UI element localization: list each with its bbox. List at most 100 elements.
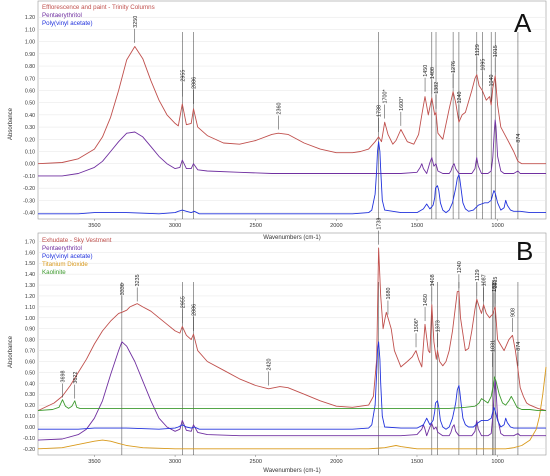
panel-b-peak-label: 1015 <box>493 277 499 289</box>
panel-a-y-tick-label: -0.20 <box>23 186 35 192</box>
panel-a-y-tick-label: 1.10 <box>25 27 35 33</box>
panel-b-y-tick-label: 0.20 <box>25 403 35 409</box>
panel-a-peak-label: 2955 <box>180 70 186 82</box>
panel-b-y-tick-label: 0.40 <box>25 381 35 387</box>
panel-b-y-tick-label: 0.30 <box>25 392 35 398</box>
panel-b-series-exhudate-sky-vestment <box>37 247 547 412</box>
panel-a-legend-entry-1: Efflorescence and paint - Trinity Column… <box>42 4 155 11</box>
panel-a-peak-label: 1015 <box>493 45 499 57</box>
panel-b-y-tick-label: 1.70 <box>25 239 35 245</box>
panel-a-y-tick-label: 0.40 <box>25 113 35 119</box>
panel-b-series-titanium-dioxide <box>37 366 547 450</box>
panel-a-peak-label: 1129 <box>475 44 481 56</box>
panel-a-peak-label: 1600* <box>399 96 405 111</box>
panel-a-peak-label: 1700* <box>383 89 389 104</box>
panel-b: 3698 3622 3330 3235 2955 2886 2420 1738 1680 1506… <box>8 218 547 474</box>
panel-b-y-tick-label: -0.10 <box>23 436 35 442</box>
panel-b-legend-entry-5: Kaolinite <box>42 269 66 276</box>
panel-b-y-tick-label: 0.50 <box>25 370 35 376</box>
panel-a-peak-label: 1095 <box>480 59 486 71</box>
panel-b-y-tick-label: 1.20 <box>25 294 35 300</box>
panel-b-y-tick-label: 0.90 <box>25 327 35 333</box>
panel-a-y-tick-label: -0.30 <box>23 198 35 204</box>
panel-b-peak-label: 1450 <box>423 294 429 306</box>
panel-b-y-tick-label: 1.10 <box>25 305 35 311</box>
panel-b-legend-entry-3: Poly(vinyl acetate) <box>42 253 93 260</box>
panel-a-peak-label: 2886 <box>192 77 198 89</box>
panel-a-peak-label: 3250 <box>133 16 139 28</box>
panel-a-x-tick-label: 2500 <box>249 223 261 229</box>
panel-b-peak-label: 1506* <box>414 317 420 332</box>
panel-b-series-kaolinite <box>37 376 546 412</box>
panel-a-y-tick-label: 0.60 <box>25 88 35 94</box>
panel-a-y-tick-label: 0.80 <box>25 64 35 70</box>
panel-b-peak-label: 1087 <box>482 274 488 286</box>
panel-b-peak-label: 1738 <box>377 218 383 230</box>
panel-b-legend-entry-1: Exhudate - Sky Vestment <box>42 237 112 244</box>
panel-b-peak-label: 1680 <box>386 288 392 300</box>
panel-a-y-axis-label: Absorbance <box>8 107 14 140</box>
panel-a-peak-label: 1382 <box>434 82 440 94</box>
panel-b-peak-label: 2886 <box>192 304 198 316</box>
panel-b-y-axis-label: Absorbance <box>8 335 14 368</box>
panel-a-peak-label: 1276 <box>451 61 457 73</box>
panel-b-y-tick-label: 0.60 <box>25 359 35 365</box>
panel-a-peak-label: 2360 <box>276 103 282 115</box>
panel-b-series-poly-vinyl-acetate <box>38 341 546 430</box>
panel-b-peak-label: 3622 <box>73 372 79 384</box>
panel-b-peak-label: 2955 <box>180 296 186 308</box>
panel-a-y-tick-label: 1.20 <box>25 15 35 21</box>
panel-b-y-tick-label: 0.00 <box>25 425 35 431</box>
panel-a-series-pentaerythritol <box>38 119 546 177</box>
panel-b-legend-entry-4: Titanium Dioxide <box>42 261 88 268</box>
panel-b-peak-label: 1129 <box>475 269 481 281</box>
panel-a-x-tick-label: 3500 <box>88 223 100 229</box>
panel-b-peak-label: 2420 <box>267 359 273 371</box>
panel-b-peak-label: 1240 <box>457 261 463 273</box>
panel-b-y-tick-label: 0.70 <box>25 349 35 355</box>
panel-b-peak-label: 1023 <box>492 280 498 292</box>
panel-b-peak-label: 3698 <box>61 371 67 383</box>
panel-a-y-tick-label: 0.50 <box>25 101 35 107</box>
panel-a-peak-label: 1040 <box>489 75 495 87</box>
panel-a-peak-label: 1408 <box>430 67 436 79</box>
panel-a-y-tick-label: 0.70 <box>25 76 35 82</box>
panel-a-series-poly-vinyl-acetate <box>38 141 546 215</box>
panel-b-y-tick-label: 1.00 <box>25 316 35 322</box>
panel-a-legend: Efflorescence and paint - Trinity Column… <box>42 4 155 27</box>
panel-b-y-tick-label: 0.80 <box>25 338 35 344</box>
panel-a-frame <box>37 0 547 220</box>
panel-b-y-tick-label: 1.60 <box>25 250 35 256</box>
panel-b-letter: B <box>516 236 533 266</box>
panel-b-y-tick-label: 1.50 <box>25 261 35 267</box>
panel-a-y-tick-label: 1.00 <box>25 40 35 46</box>
panel-a-y-tick-label: 0.90 <box>25 52 35 58</box>
panel-a-peak-label: 1240 <box>457 92 463 104</box>
panel-a-y-tick-label: 0.00 <box>25 162 35 168</box>
panel-a-x-tick-label: 1000 <box>491 223 503 229</box>
panel-a-peak-label: 1450 <box>423 65 429 77</box>
panel-a-y-tick-label: -0.40 <box>23 211 35 217</box>
panel-b-x-tick-label: 3000 <box>169 459 181 465</box>
panel-a-x-axis-label: Wavenumbers (cm-1) <box>263 235 320 241</box>
panel-b-y-tick-label: 1.40 <box>25 272 35 278</box>
panel-a-y-tick-label: 0.30 <box>25 125 35 131</box>
panel-b-x-axis-label: Wavenumbers (cm-1) <box>263 468 320 474</box>
panel-b-y-tick-label: 1.30 <box>25 283 35 289</box>
panel-b-legend: Exhudate - Sky Vestment Pentaerythritol … <box>42 237 112 276</box>
panel-a-letter: A <box>514 8 532 38</box>
panel-b-peak-label: 1408 <box>430 274 436 286</box>
panel-a-series-efflorescence-and-paint-trinity-columns <box>37 46 546 165</box>
panel-b-peak-label: 874 <box>516 342 522 351</box>
panel-b-peak-label: 908 <box>511 308 517 317</box>
panel-b-peak-label: 1031 <box>491 340 497 352</box>
panel-b-x-tick-label: 2500 <box>249 459 261 465</box>
panel-b-peak-label: 3235 <box>135 274 141 286</box>
panel-a-legend-entry-3: Poly(vinyl acetate) <box>42 20 93 27</box>
panel-b-peak-label: 3330 <box>120 283 126 295</box>
panel-a: 3250 2955 2886 2360 1738 1700* 1600* 1450 1408 13… <box>8 0 547 241</box>
panel-b-peak-label: 1373 <box>436 320 442 332</box>
panel-b-x-tick-label: 1500 <box>411 459 423 465</box>
